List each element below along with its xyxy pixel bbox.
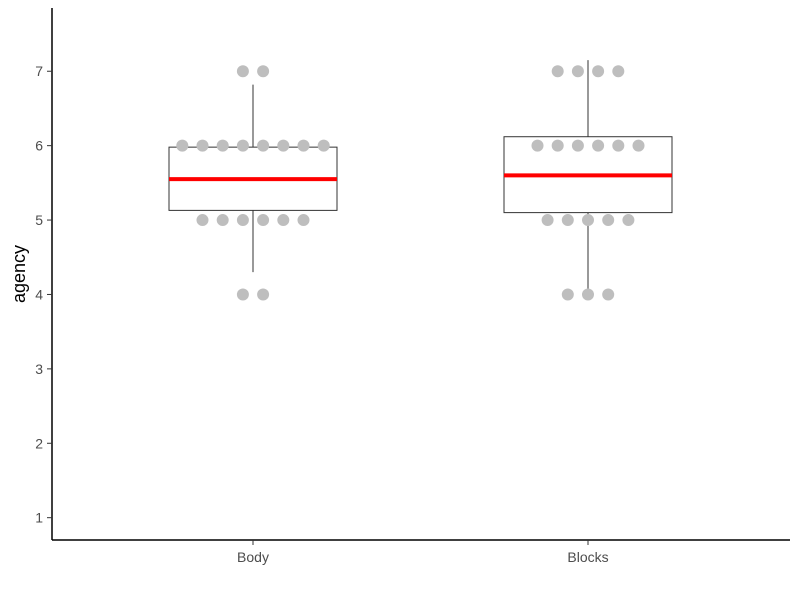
y-tick-label: 1 bbox=[35, 510, 43, 526]
y-tick-label: 5 bbox=[35, 212, 43, 228]
data-point bbox=[561, 288, 574, 301]
x-tick-label: Body bbox=[237, 549, 269, 565]
data-point bbox=[196, 214, 209, 227]
data-point bbox=[612, 139, 625, 152]
data-point bbox=[277, 139, 290, 152]
y-tick-label: 2 bbox=[35, 435, 43, 451]
data-point bbox=[592, 139, 605, 152]
y-tick-label: 6 bbox=[35, 138, 43, 154]
data-point bbox=[176, 139, 189, 152]
data-point bbox=[632, 139, 645, 152]
data-point bbox=[602, 214, 615, 227]
plot-area: 1 2 3 4 5 6 7 Body Blocks bbox=[35, 8, 790, 565]
data-point bbox=[196, 139, 209, 152]
data-point bbox=[551, 139, 564, 152]
data-point bbox=[582, 288, 594, 301]
data-point bbox=[582, 214, 594, 227]
data-point bbox=[592, 65, 605, 78]
data-point bbox=[236, 65, 249, 78]
data-point bbox=[571, 65, 584, 78]
data-point bbox=[257, 139, 270, 152]
y-tick-label: 7 bbox=[35, 63, 43, 79]
data-point bbox=[551, 65, 564, 78]
data-point bbox=[257, 65, 270, 78]
data-point bbox=[236, 288, 249, 301]
data-point bbox=[602, 288, 615, 301]
data-point bbox=[622, 214, 635, 227]
data-point bbox=[277, 214, 290, 227]
x-tick-label: Blocks bbox=[567, 549, 608, 565]
y-tick-label: 3 bbox=[35, 361, 43, 377]
data-point bbox=[216, 139, 229, 152]
data-point bbox=[531, 139, 544, 152]
data-point bbox=[216, 214, 229, 227]
data-point bbox=[297, 214, 310, 227]
y-axis-label: agency bbox=[9, 245, 29, 303]
data-point bbox=[257, 288, 270, 301]
data-point bbox=[236, 139, 249, 152]
data-point bbox=[297, 139, 310, 152]
data-point bbox=[561, 214, 574, 227]
data-point bbox=[612, 65, 625, 78]
data-point bbox=[317, 139, 330, 152]
y-tick-label: 4 bbox=[35, 286, 43, 302]
data-point bbox=[541, 214, 554, 227]
data-point bbox=[236, 214, 249, 227]
data-point bbox=[571, 139, 584, 152]
data-point bbox=[257, 214, 270, 227]
